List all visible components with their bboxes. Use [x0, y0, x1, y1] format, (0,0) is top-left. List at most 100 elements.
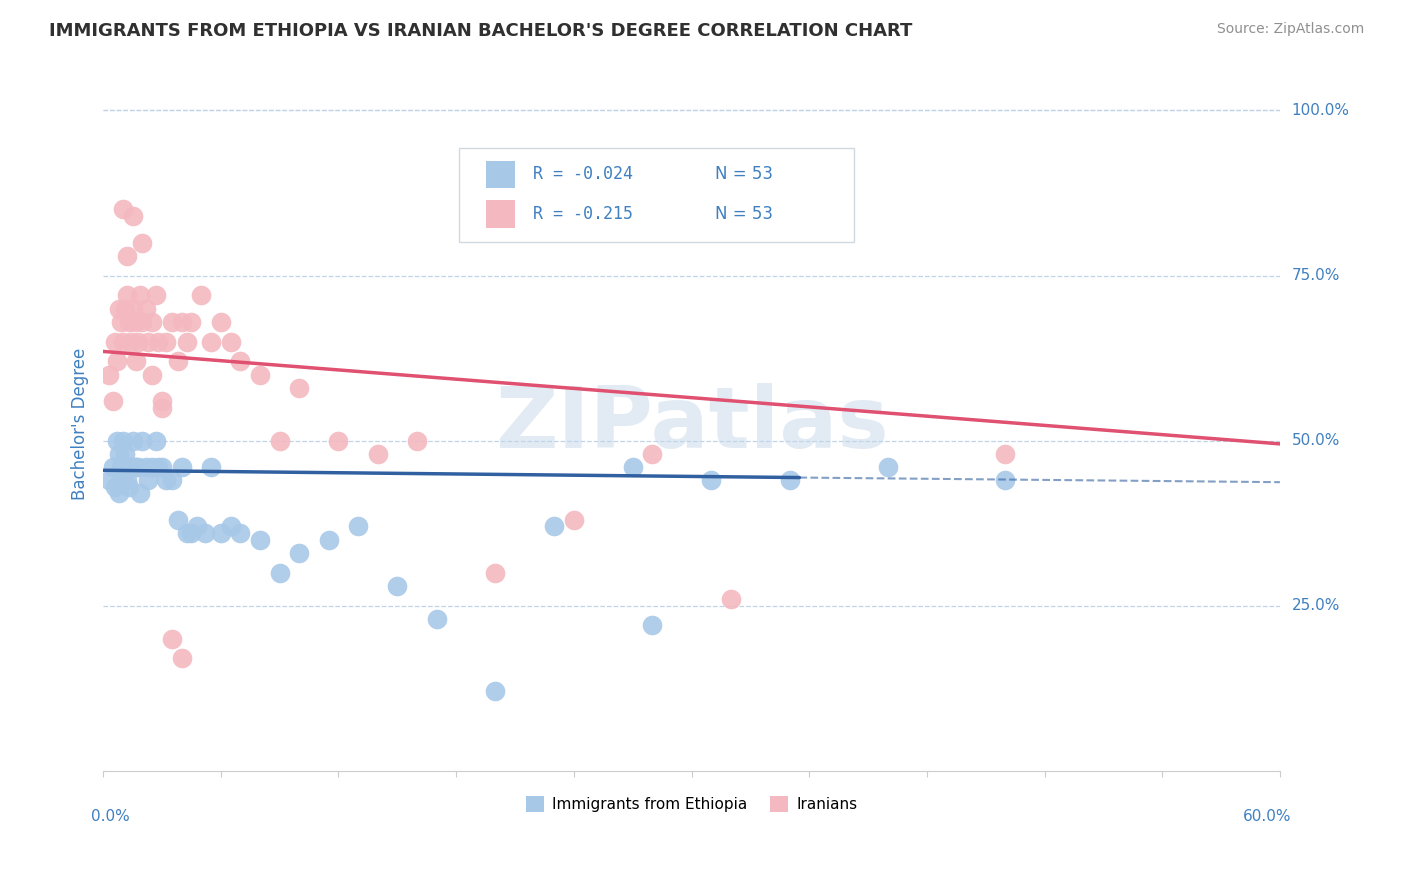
Point	[318, 533, 340, 547]
Point	[121, 434, 143, 448]
Text: 100.0%: 100.0%	[1292, 103, 1350, 118]
Text: 25.0%: 25.0%	[1292, 599, 1340, 613]
Point	[111, 473, 134, 487]
Point	[186, 519, 208, 533]
Point	[200, 460, 222, 475]
Point	[141, 368, 163, 382]
Point	[166, 354, 188, 368]
Point	[190, 288, 212, 302]
Point	[141, 460, 163, 475]
Text: N = 53: N = 53	[716, 166, 773, 184]
Point	[387, 579, 409, 593]
Point	[170, 315, 193, 329]
Text: ZIPatlas: ZIPatlas	[495, 383, 889, 466]
Point	[111, 434, 134, 448]
Point	[121, 301, 143, 316]
Point	[101, 394, 124, 409]
Point	[219, 519, 242, 533]
Point	[111, 202, 134, 217]
Point	[166, 513, 188, 527]
Point	[779, 473, 801, 487]
Text: Source: ZipAtlas.com: Source: ZipAtlas.com	[1216, 22, 1364, 37]
Point	[108, 301, 131, 316]
Point	[406, 434, 429, 448]
Point	[136, 473, 159, 487]
Point	[176, 526, 198, 541]
Point	[131, 235, 153, 250]
Point	[145, 434, 167, 448]
Point	[155, 473, 177, 487]
Point	[176, 334, 198, 349]
Text: R = -0.215: R = -0.215	[533, 205, 633, 223]
Text: 60.0%: 60.0%	[1243, 809, 1292, 824]
Text: 75.0%: 75.0%	[1292, 268, 1340, 283]
Point	[129, 486, 152, 500]
Point	[135, 301, 157, 316]
Point	[124, 460, 146, 475]
Point	[484, 566, 506, 580]
Point	[117, 480, 139, 494]
Text: N = 53: N = 53	[716, 205, 773, 223]
Point	[120, 460, 142, 475]
Point	[160, 473, 183, 487]
Point	[160, 632, 183, 646]
Point	[219, 334, 242, 349]
Point	[484, 684, 506, 698]
Point	[150, 401, 173, 415]
Point	[117, 460, 139, 475]
Point	[347, 519, 370, 533]
Point	[135, 460, 157, 475]
Point	[120, 334, 142, 349]
Point	[543, 519, 565, 533]
Point	[720, 592, 742, 607]
Point	[194, 526, 217, 541]
Point	[110, 315, 132, 329]
Point	[131, 434, 153, 448]
Point	[146, 460, 169, 475]
Point	[115, 249, 138, 263]
Point	[621, 460, 644, 475]
Point	[108, 486, 131, 500]
Point	[105, 434, 128, 448]
Point	[129, 288, 152, 302]
Point	[200, 334, 222, 349]
Point	[146, 334, 169, 349]
Point	[229, 354, 252, 368]
Point	[425, 612, 447, 626]
Point	[127, 460, 149, 475]
Point	[141, 315, 163, 329]
Point	[994, 473, 1017, 487]
Point	[125, 460, 148, 475]
Point	[288, 546, 311, 560]
Point	[249, 368, 271, 382]
Point	[328, 434, 350, 448]
Point	[269, 566, 291, 580]
Point	[288, 381, 311, 395]
Point	[110, 460, 132, 475]
Point	[180, 526, 202, 541]
Point	[105, 354, 128, 368]
Point	[150, 460, 173, 475]
Point	[170, 651, 193, 665]
Legend: Immigrants from Ethiopia, Iranians: Immigrants from Ethiopia, Iranians	[520, 790, 863, 819]
Point	[104, 480, 127, 494]
Point	[209, 315, 232, 329]
Point	[180, 315, 202, 329]
Point	[127, 334, 149, 349]
Point	[98, 473, 121, 487]
Point	[229, 526, 252, 541]
Point	[641, 618, 664, 632]
Point	[160, 315, 183, 329]
Text: 50.0%: 50.0%	[1292, 434, 1340, 448]
Point	[114, 447, 136, 461]
Point	[115, 473, 138, 487]
Point	[117, 315, 139, 329]
Point	[131, 315, 153, 329]
Text: R = -0.024: R = -0.024	[533, 166, 633, 184]
FancyBboxPatch shape	[485, 161, 515, 188]
Point	[700, 473, 723, 487]
Point	[108, 447, 131, 461]
Point	[367, 447, 389, 461]
Point	[562, 513, 585, 527]
Point	[104, 334, 127, 349]
